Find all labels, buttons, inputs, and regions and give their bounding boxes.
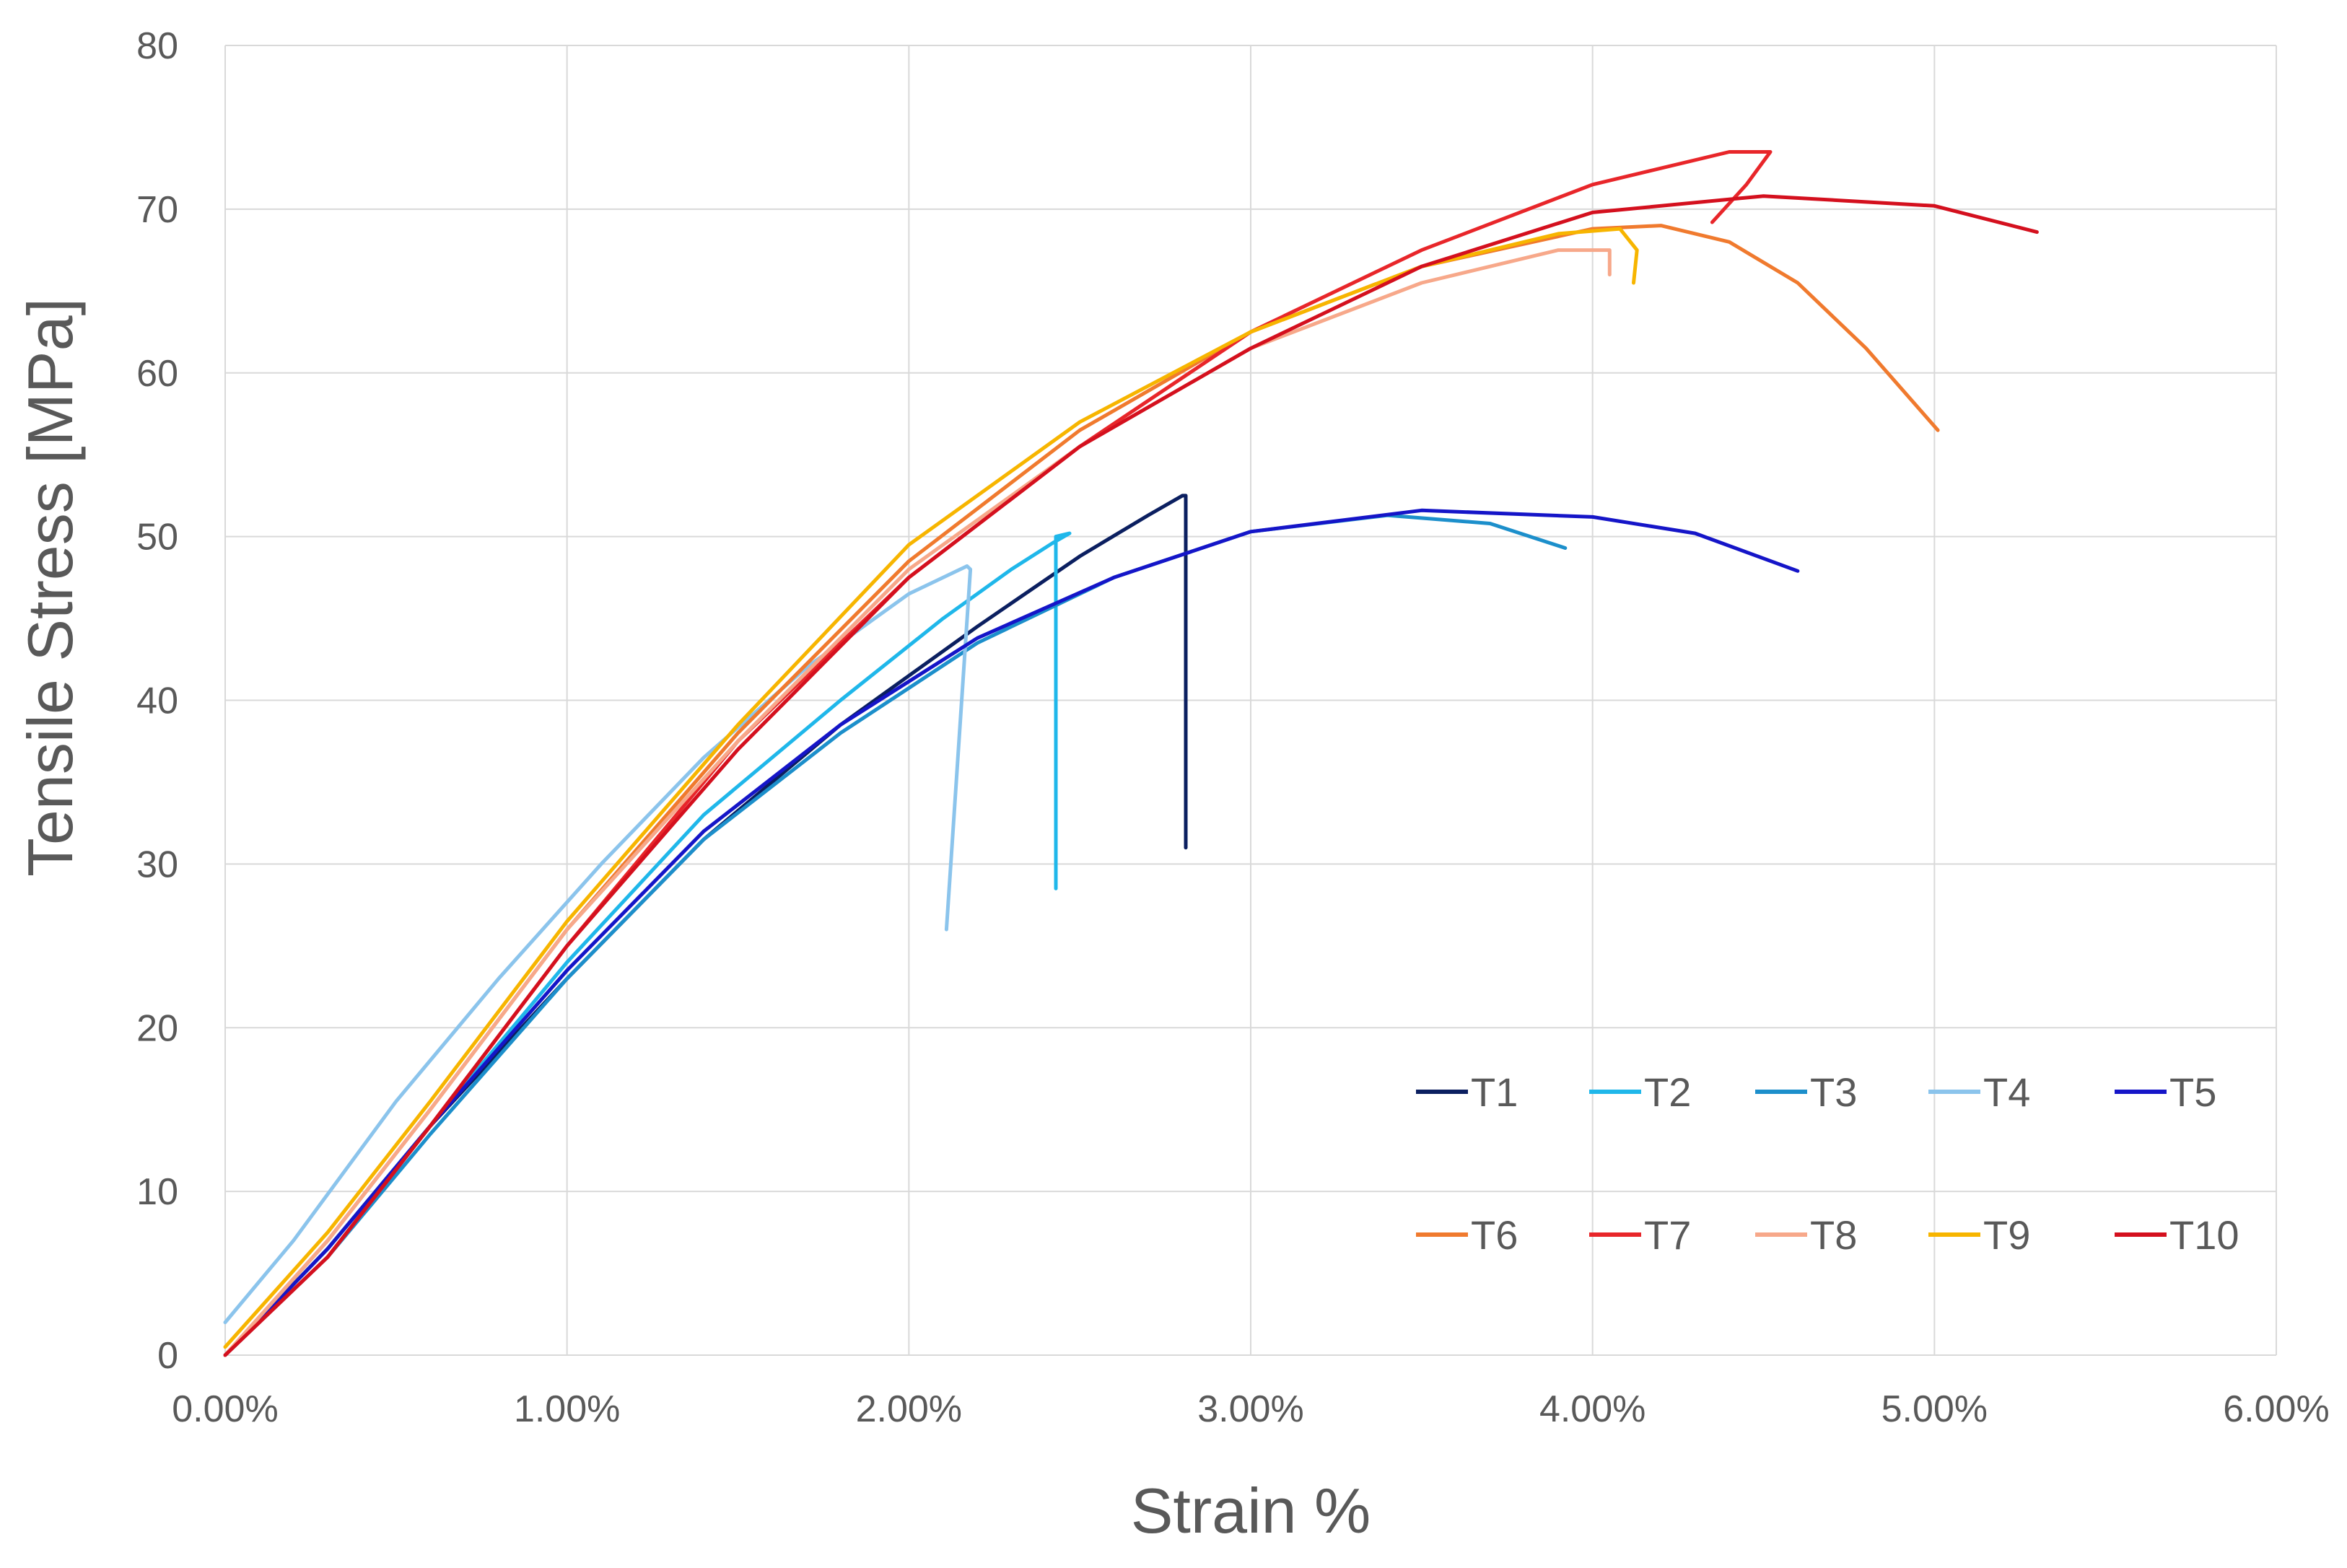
series-line-t3 <box>223 513 1568 1357</box>
legend-entry-t1: T1 <box>1416 1069 1518 1115</box>
legend-label: T6 <box>1471 1212 1518 1258</box>
x-tick-label: 6.00% <box>2223 1388 2329 1430</box>
legend-entry-t2: T2 <box>1589 1069 1691 1115</box>
legend-entry-t6: T6 <box>1416 1212 1518 1258</box>
x-axis-title: Strain % <box>1131 1475 1371 1546</box>
legend-entry-t4: T4 <box>1928 1069 2030 1115</box>
legend-label: T1 <box>1471 1069 1518 1115</box>
y-tick-label: 40 <box>136 680 178 722</box>
y-tick-label: 80 <box>136 25 178 67</box>
legend-entry-t10: T10 <box>2115 1212 2239 1258</box>
legend: T1 T2 T3 T4 T5 T6 T7 T8 T9 T10 <box>1416 1069 2239 1258</box>
legend-entry-t5: T5 <box>2115 1069 2216 1115</box>
x-tick-label: 1.00% <box>514 1388 620 1430</box>
series-line-t4 <box>223 564 973 1325</box>
series-line-t2 <box>223 531 1072 1357</box>
legend-label: T10 <box>2169 1212 2239 1258</box>
y-tick-label: 60 <box>136 353 178 395</box>
y-tick-label: 70 <box>136 189 178 231</box>
legend-label: T5 <box>2169 1069 2216 1115</box>
y-tick-label: 20 <box>136 1007 178 1049</box>
x-tick-label: 4.00% <box>1539 1388 1645 1430</box>
x-tick-label: 3.00% <box>1197 1388 1303 1430</box>
legend-label: T7 <box>1644 1212 1691 1258</box>
x-tick-label: 2.00% <box>856 1388 962 1430</box>
x-tick-label: 5.00% <box>1881 1388 1988 1430</box>
series-line-t7 <box>223 150 1773 1357</box>
y-tick-label: 30 <box>136 844 178 885</box>
series-lines <box>223 150 2039 1357</box>
legend-entry-t7: T7 <box>1589 1212 1691 1258</box>
series-line-t6 <box>223 224 1940 1357</box>
series-line-t9 <box>223 227 1639 1349</box>
legend-entry-t3: T3 <box>1755 1069 1857 1115</box>
y-tick-label: 10 <box>136 1171 178 1213</box>
y-tick-label: 50 <box>136 517 178 559</box>
gridlines <box>225 45 2277 1355</box>
series-line-t5 <box>223 508 1800 1357</box>
y-axis-title: Tensile Stress [MPa] <box>14 298 86 877</box>
legend-entry-t8: T8 <box>1755 1212 1857 1258</box>
legend-entry-t9: T9 <box>1928 1212 2030 1258</box>
series-line-t10 <box>223 194 2039 1357</box>
series-line-t1 <box>223 494 1188 1357</box>
legend-label: T3 <box>1810 1069 1857 1115</box>
legend-label: T4 <box>1983 1069 2030 1115</box>
series-line-t8 <box>223 248 1612 1357</box>
legend-label: T2 <box>1644 1069 1691 1115</box>
x-tick-label: 0.00% <box>172 1388 278 1430</box>
legend-label: T9 <box>1983 1212 2030 1258</box>
legend-label: T8 <box>1810 1212 1857 1258</box>
axes: 0.00% 1.00% 2.00% 3.00% 4.00% 5.00% 6.00% 0 10 20… <box>136 25 2330 1430</box>
y-tick-label: 0 <box>157 1335 178 1377</box>
